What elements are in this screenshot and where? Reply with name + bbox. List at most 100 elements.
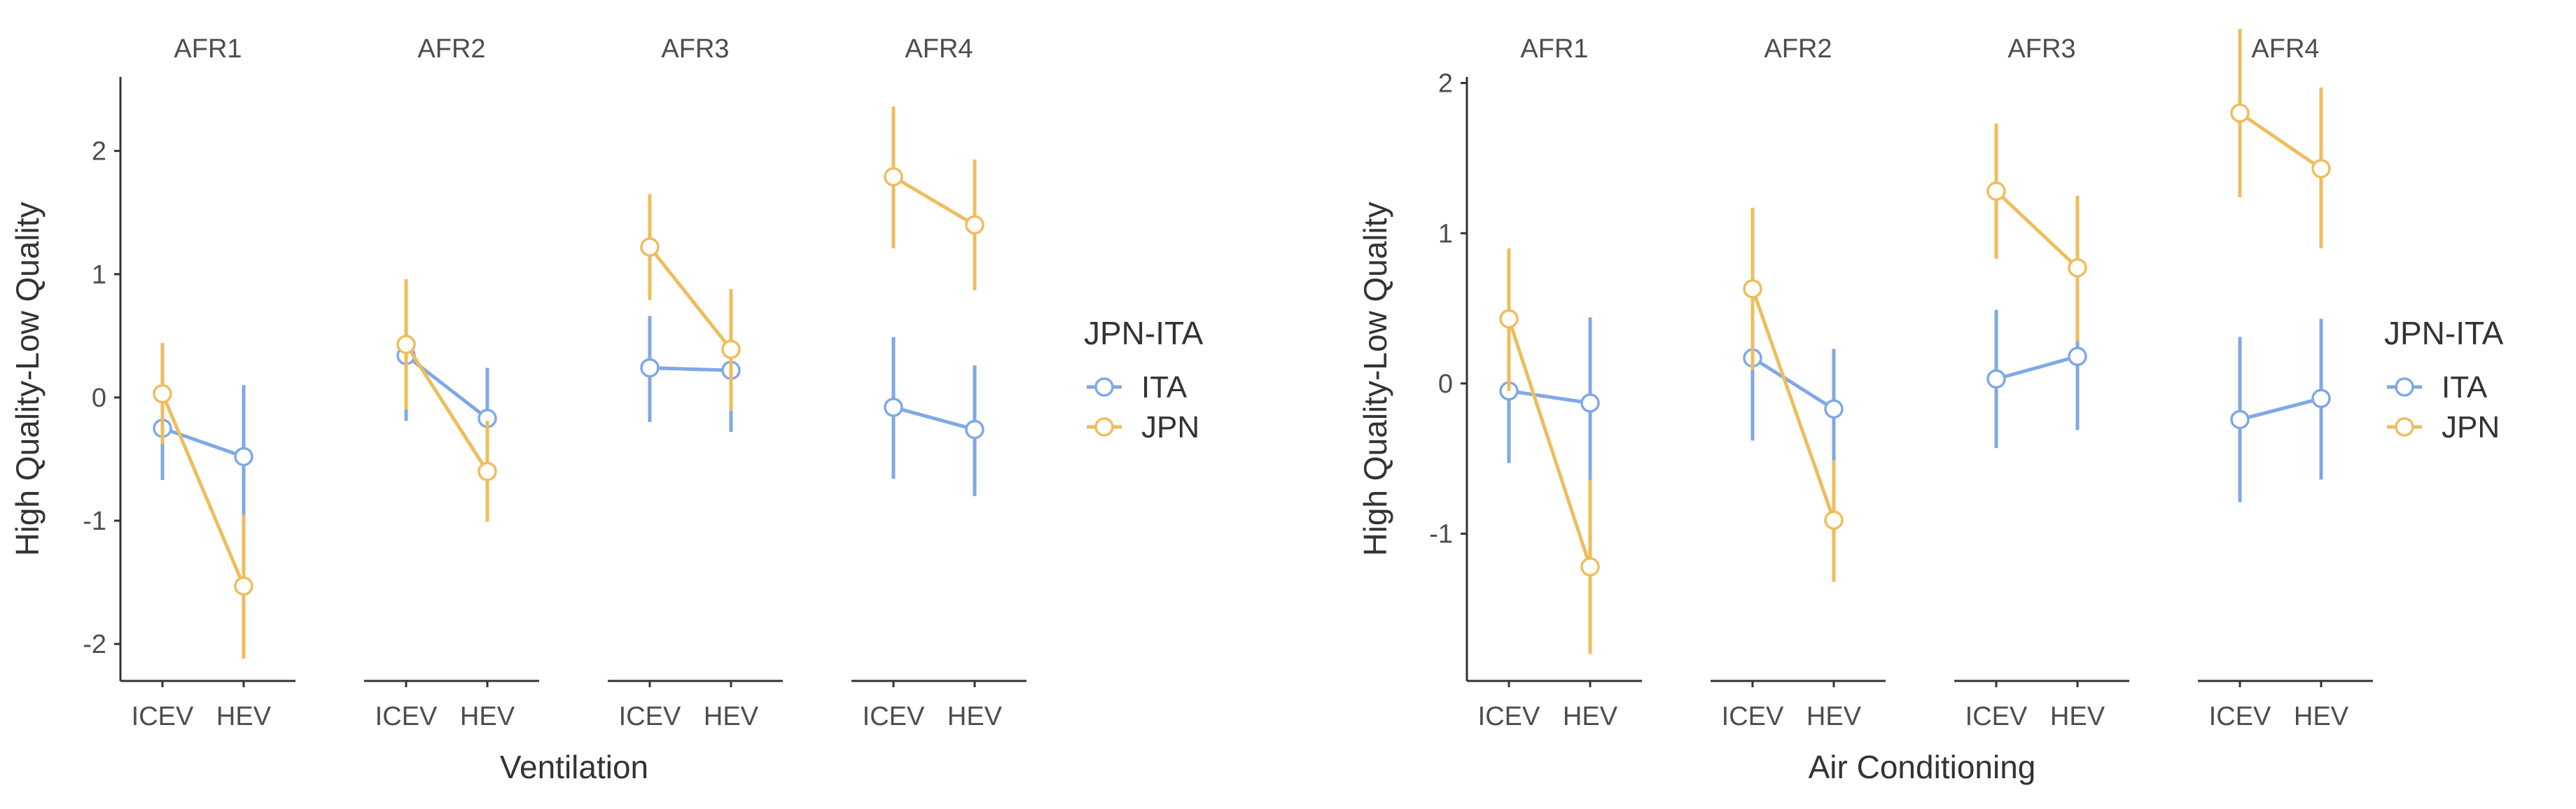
series-line xyxy=(162,426,244,458)
x-tick-label: HEV xyxy=(1806,702,1862,731)
y-tick-label: 1 xyxy=(92,260,106,290)
series-jpn xyxy=(1986,123,2087,342)
data-point xyxy=(1986,181,2006,201)
legend-key-point xyxy=(2395,417,2414,437)
x-tick-label: ICEV xyxy=(863,702,925,731)
data-point xyxy=(884,167,903,187)
series-line xyxy=(1750,288,1836,521)
facet-afr4: AFR4 ICEV HEV xyxy=(2198,29,2373,731)
y-axis-title: High Quality-Low Quality xyxy=(9,202,46,556)
data-point xyxy=(1824,510,1844,530)
series-ita xyxy=(396,291,497,468)
series-jpn xyxy=(153,343,253,659)
x-tick-label: ICEV xyxy=(2209,702,2271,731)
data-point xyxy=(884,398,903,417)
facet-label: AFR4 xyxy=(905,34,973,64)
x-tick-label: HEV xyxy=(2050,702,2105,731)
facet-afr2: AFR2 ICEV HEV xyxy=(1711,34,1886,731)
legend-item-jpn: JPN xyxy=(2387,410,2500,444)
series-ita xyxy=(1499,317,1600,491)
chart-panel-1: -2 -1 0 1 2 High Quality-Low Quality AFR1 ICEV H… xyxy=(9,34,1204,785)
data-point xyxy=(1824,399,1844,419)
series-line xyxy=(160,393,246,587)
legend-label: JPN xyxy=(1141,410,1199,444)
facet-afr3: AFR3 ICEV HEV xyxy=(608,34,783,731)
legend-key-point xyxy=(2395,377,2414,397)
data-point xyxy=(2230,409,2250,430)
data-point xyxy=(1743,279,1762,299)
y-axis-title: High Quality-Low Quality xyxy=(1357,202,1393,556)
facet-label: AFR2 xyxy=(1764,34,1832,64)
legend-title: JPN-ITA xyxy=(1084,315,1204,351)
facet-label: AFR1 xyxy=(1520,34,1588,64)
series-line xyxy=(1508,389,1591,405)
facet-label: AFR2 xyxy=(417,34,485,64)
series-jpn xyxy=(1499,248,1600,654)
series-ita xyxy=(640,309,741,432)
facet-label: AFR4 xyxy=(2251,34,2319,64)
series-line xyxy=(1995,190,2079,269)
series-line xyxy=(649,366,732,372)
legend-label: JPN xyxy=(2442,410,2500,444)
series-line xyxy=(892,175,976,227)
data-point xyxy=(478,461,497,481)
x-tick-label: HEV xyxy=(1563,702,1618,731)
x-tick-label: HEV xyxy=(460,702,515,731)
legend-item-jpn: JPN xyxy=(1087,410,1199,444)
series-line xyxy=(2239,396,2322,421)
y-tick-label: 0 xyxy=(1438,370,1453,399)
series-ita xyxy=(1986,284,2087,449)
data-point xyxy=(2230,103,2250,123)
data-point xyxy=(1580,393,1600,413)
data-point xyxy=(234,446,253,467)
series-jpn xyxy=(1743,207,1844,582)
legend-item-ita: ITA xyxy=(2387,370,2488,404)
facet-afr3: AFR3 ICEV HEV xyxy=(1954,34,2129,731)
x-tick-label: HEV xyxy=(2294,702,2349,731)
series-line xyxy=(404,343,489,472)
legend-key-point xyxy=(1094,417,1114,437)
x-tick-label: HEV xyxy=(947,702,1003,731)
facet-label: AFR1 xyxy=(174,34,242,64)
legend-title: JPN-ITA xyxy=(2384,315,2504,351)
data-point xyxy=(640,237,660,257)
data-point xyxy=(640,358,660,378)
legend-label: ITA xyxy=(1141,370,1188,404)
x-tick-label: HEV xyxy=(216,702,272,731)
facet-afr2: AFR2 ICEV HEV xyxy=(364,34,539,731)
facet-label: AFR3 xyxy=(2007,34,2075,64)
y-tick-label: -1 xyxy=(1429,520,1453,549)
legend: JPN-ITA ITA JPN xyxy=(2384,315,2504,444)
facet-afr4: AFR4 ICEV HEV xyxy=(851,34,1026,731)
data-point xyxy=(2068,346,2087,367)
y-tick-label: 2 xyxy=(1438,69,1453,99)
series-ita xyxy=(884,337,984,496)
series-line xyxy=(1996,354,2078,381)
data-point xyxy=(1580,557,1600,577)
series-line xyxy=(1507,318,1592,568)
chart-panel-2: -1 0 1 2 High Quality-Low Quality AFR1 ICEV HEV… xyxy=(1357,29,2504,785)
series-line xyxy=(648,246,732,351)
series-jpn xyxy=(640,194,741,411)
series-jpn xyxy=(396,279,497,522)
data-point xyxy=(2311,388,2331,409)
y-tick-label: 0 xyxy=(92,384,106,413)
data-point xyxy=(153,384,172,404)
x-tick-label: HEV xyxy=(704,702,759,731)
series-jpn xyxy=(884,106,984,290)
x-tick-label: ICEV xyxy=(1478,702,1540,731)
x-tick-label: ICEV xyxy=(375,702,438,731)
x-tick-label: ICEV xyxy=(619,702,681,731)
legend-label: ITA xyxy=(2442,370,2488,404)
y-tick-label: 2 xyxy=(92,137,106,167)
legend-item-ita: ITA xyxy=(1087,370,1188,404)
data-point xyxy=(234,576,253,596)
facet-afr1: AFR1 ICEV HEV xyxy=(120,34,295,731)
legend-key-point xyxy=(1094,377,1114,397)
data-point xyxy=(1499,309,1519,329)
y-tick-label: 1 xyxy=(1438,219,1453,248)
series-line xyxy=(1751,356,1835,411)
series-ita xyxy=(2230,318,2331,502)
facet-afr1: AFR1 ICEV HEV xyxy=(1467,34,1642,731)
